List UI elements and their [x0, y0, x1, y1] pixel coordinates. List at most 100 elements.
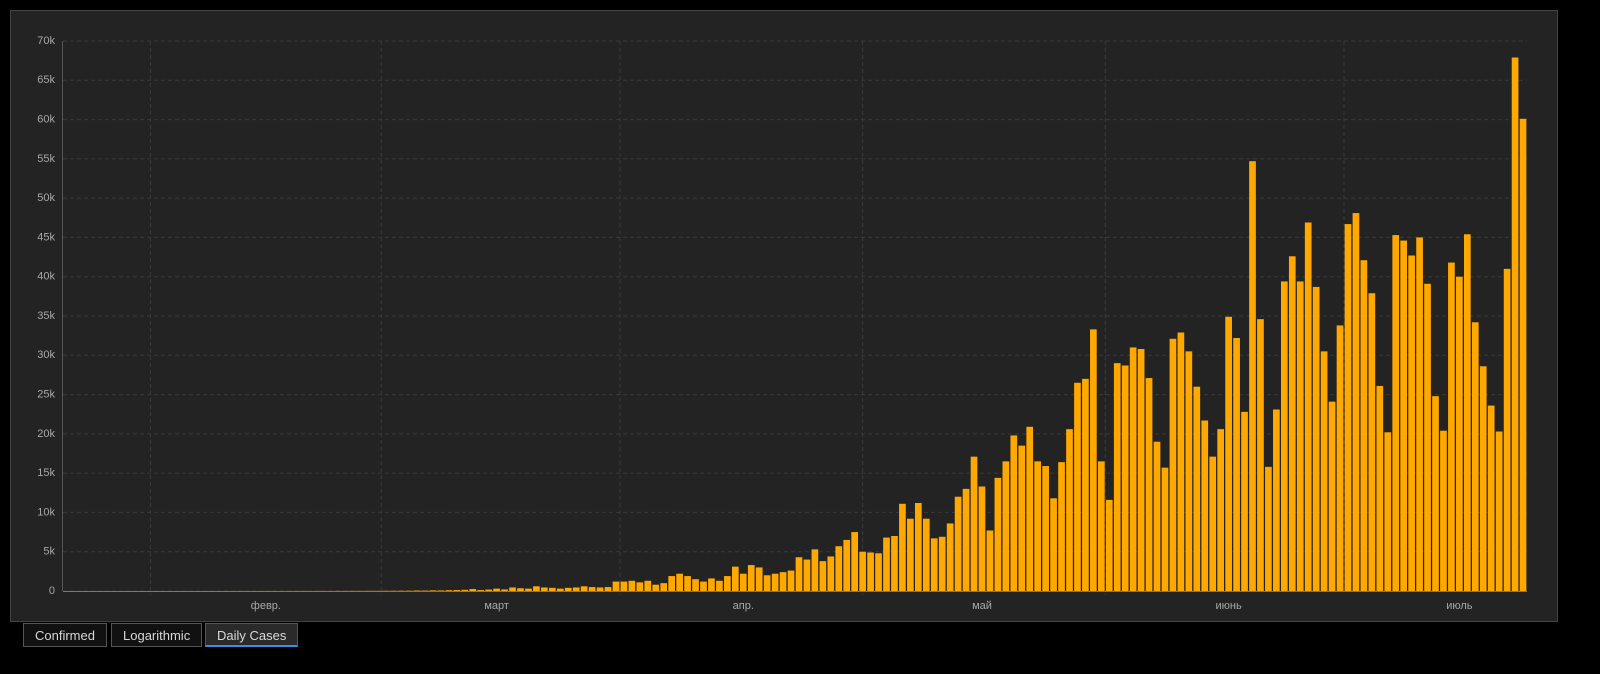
bar	[1328, 401, 1336, 591]
bar	[1360, 260, 1368, 591]
bar	[548, 587, 556, 591]
tab-button[interactable]: Daily Cases	[205, 623, 299, 647]
bar	[1424, 283, 1431, 591]
y-tick-label: 50k	[37, 192, 55, 204]
bar	[1066, 429, 1073, 591]
bar	[1376, 385, 1384, 591]
bar	[1090, 329, 1097, 591]
bar	[1392, 235, 1400, 592]
bar	[1034, 461, 1042, 591]
bar	[1185, 351, 1193, 591]
y-tick-label: 10k	[37, 506, 55, 518]
tab-button[interactable]: Confirmed	[23, 623, 107, 647]
bar	[1352, 213, 1360, 592]
bar	[1145, 378, 1153, 591]
bar	[1169, 338, 1177, 591]
bar	[564, 587, 572, 591]
bar	[620, 581, 628, 591]
bar	[1201, 420, 1209, 591]
bar	[501, 589, 508, 591]
bar	[485, 589, 493, 591]
bar	[739, 573, 747, 591]
bar	[891, 536, 898, 591]
bar	[795, 557, 803, 591]
bar	[1368, 293, 1376, 591]
bar	[1479, 366, 1487, 591]
bar	[1010, 435, 1018, 591]
bar	[1042, 466, 1049, 591]
y-tick-label: 65k	[37, 74, 55, 86]
bar	[1400, 240, 1408, 592]
y-tick-label: 55k	[37, 153, 55, 165]
bar	[1121, 365, 1129, 591]
bar	[580, 586, 588, 591]
bar	[986, 530, 994, 591]
bar	[1320, 351, 1328, 591]
bar	[692, 579, 699, 591]
bar	[1233, 338, 1240, 591]
x-tick-label: апр.	[733, 600, 754, 612]
bar	[827, 556, 835, 591]
bar	[1384, 432, 1392, 591]
bar	[1416, 237, 1423, 591]
y-tick-label: 20k	[37, 428, 55, 440]
bar	[859, 551, 866, 591]
bar	[755, 567, 763, 591]
bar	[811, 549, 819, 591]
bar	[1463, 234, 1471, 592]
bar	[429, 590, 437, 591]
bar	[1408, 255, 1415, 591]
bar	[461, 589, 469, 591]
tab-button[interactable]: Logarithmic	[111, 623, 203, 647]
bar	[684, 576, 691, 591]
bar	[1225, 316, 1232, 591]
bar	[652, 584, 660, 591]
bar	[1487, 405, 1495, 591]
bar	[1129, 347, 1137, 591]
y-tick-label: 60k	[37, 113, 55, 125]
bar	[1137, 349, 1145, 591]
bar	[668, 576, 676, 591]
bar	[1018, 445, 1026, 591]
bar	[946, 523, 954, 591]
bar	[1113, 363, 1121, 591]
bar	[1503, 268, 1511, 591]
bar	[1336, 325, 1344, 591]
bar	[1304, 222, 1312, 591]
bar	[541, 587, 548, 591]
x-tick-label: март	[484, 600, 509, 612]
bar	[676, 573, 683, 591]
bar	[469, 589, 477, 591]
bar	[1288, 256, 1296, 591]
bar	[1257, 319, 1264, 591]
bar	[747, 565, 755, 591]
bar	[1161, 467, 1169, 591]
bar	[1273, 409, 1280, 591]
bar	[930, 538, 938, 591]
bar	[962, 488, 970, 591]
bar	[970, 456, 978, 591]
bar	[644, 580, 652, 591]
bar	[1177, 332, 1185, 591]
bar	[1312, 286, 1320, 591]
y-tick-label: 30k	[37, 349, 55, 361]
bar	[572, 587, 580, 591]
bar	[1432, 396, 1439, 591]
y-tick-label: 25k	[37, 388, 55, 400]
x-tick-label: июнь	[1216, 600, 1242, 612]
bar	[1097, 461, 1105, 591]
bar	[1448, 262, 1455, 591]
bar	[525, 588, 532, 591]
x-tick-label: февр.	[251, 600, 281, 612]
bar	[867, 552, 874, 591]
bar	[1495, 431, 1503, 591]
bar	[883, 537, 890, 591]
bar	[1217, 429, 1225, 591]
chart: 0 5k 10k 15k 20k 25k 30k 35k 40k 45k 50k 55k 60k 65k 7…	[10, 10, 1558, 622]
y-tick-label: 15k	[37, 467, 55, 479]
bar	[731, 566, 739, 591]
bar	[533, 586, 540, 591]
bar	[477, 590, 485, 591]
bar	[556, 588, 564, 591]
bar	[612, 581, 620, 591]
